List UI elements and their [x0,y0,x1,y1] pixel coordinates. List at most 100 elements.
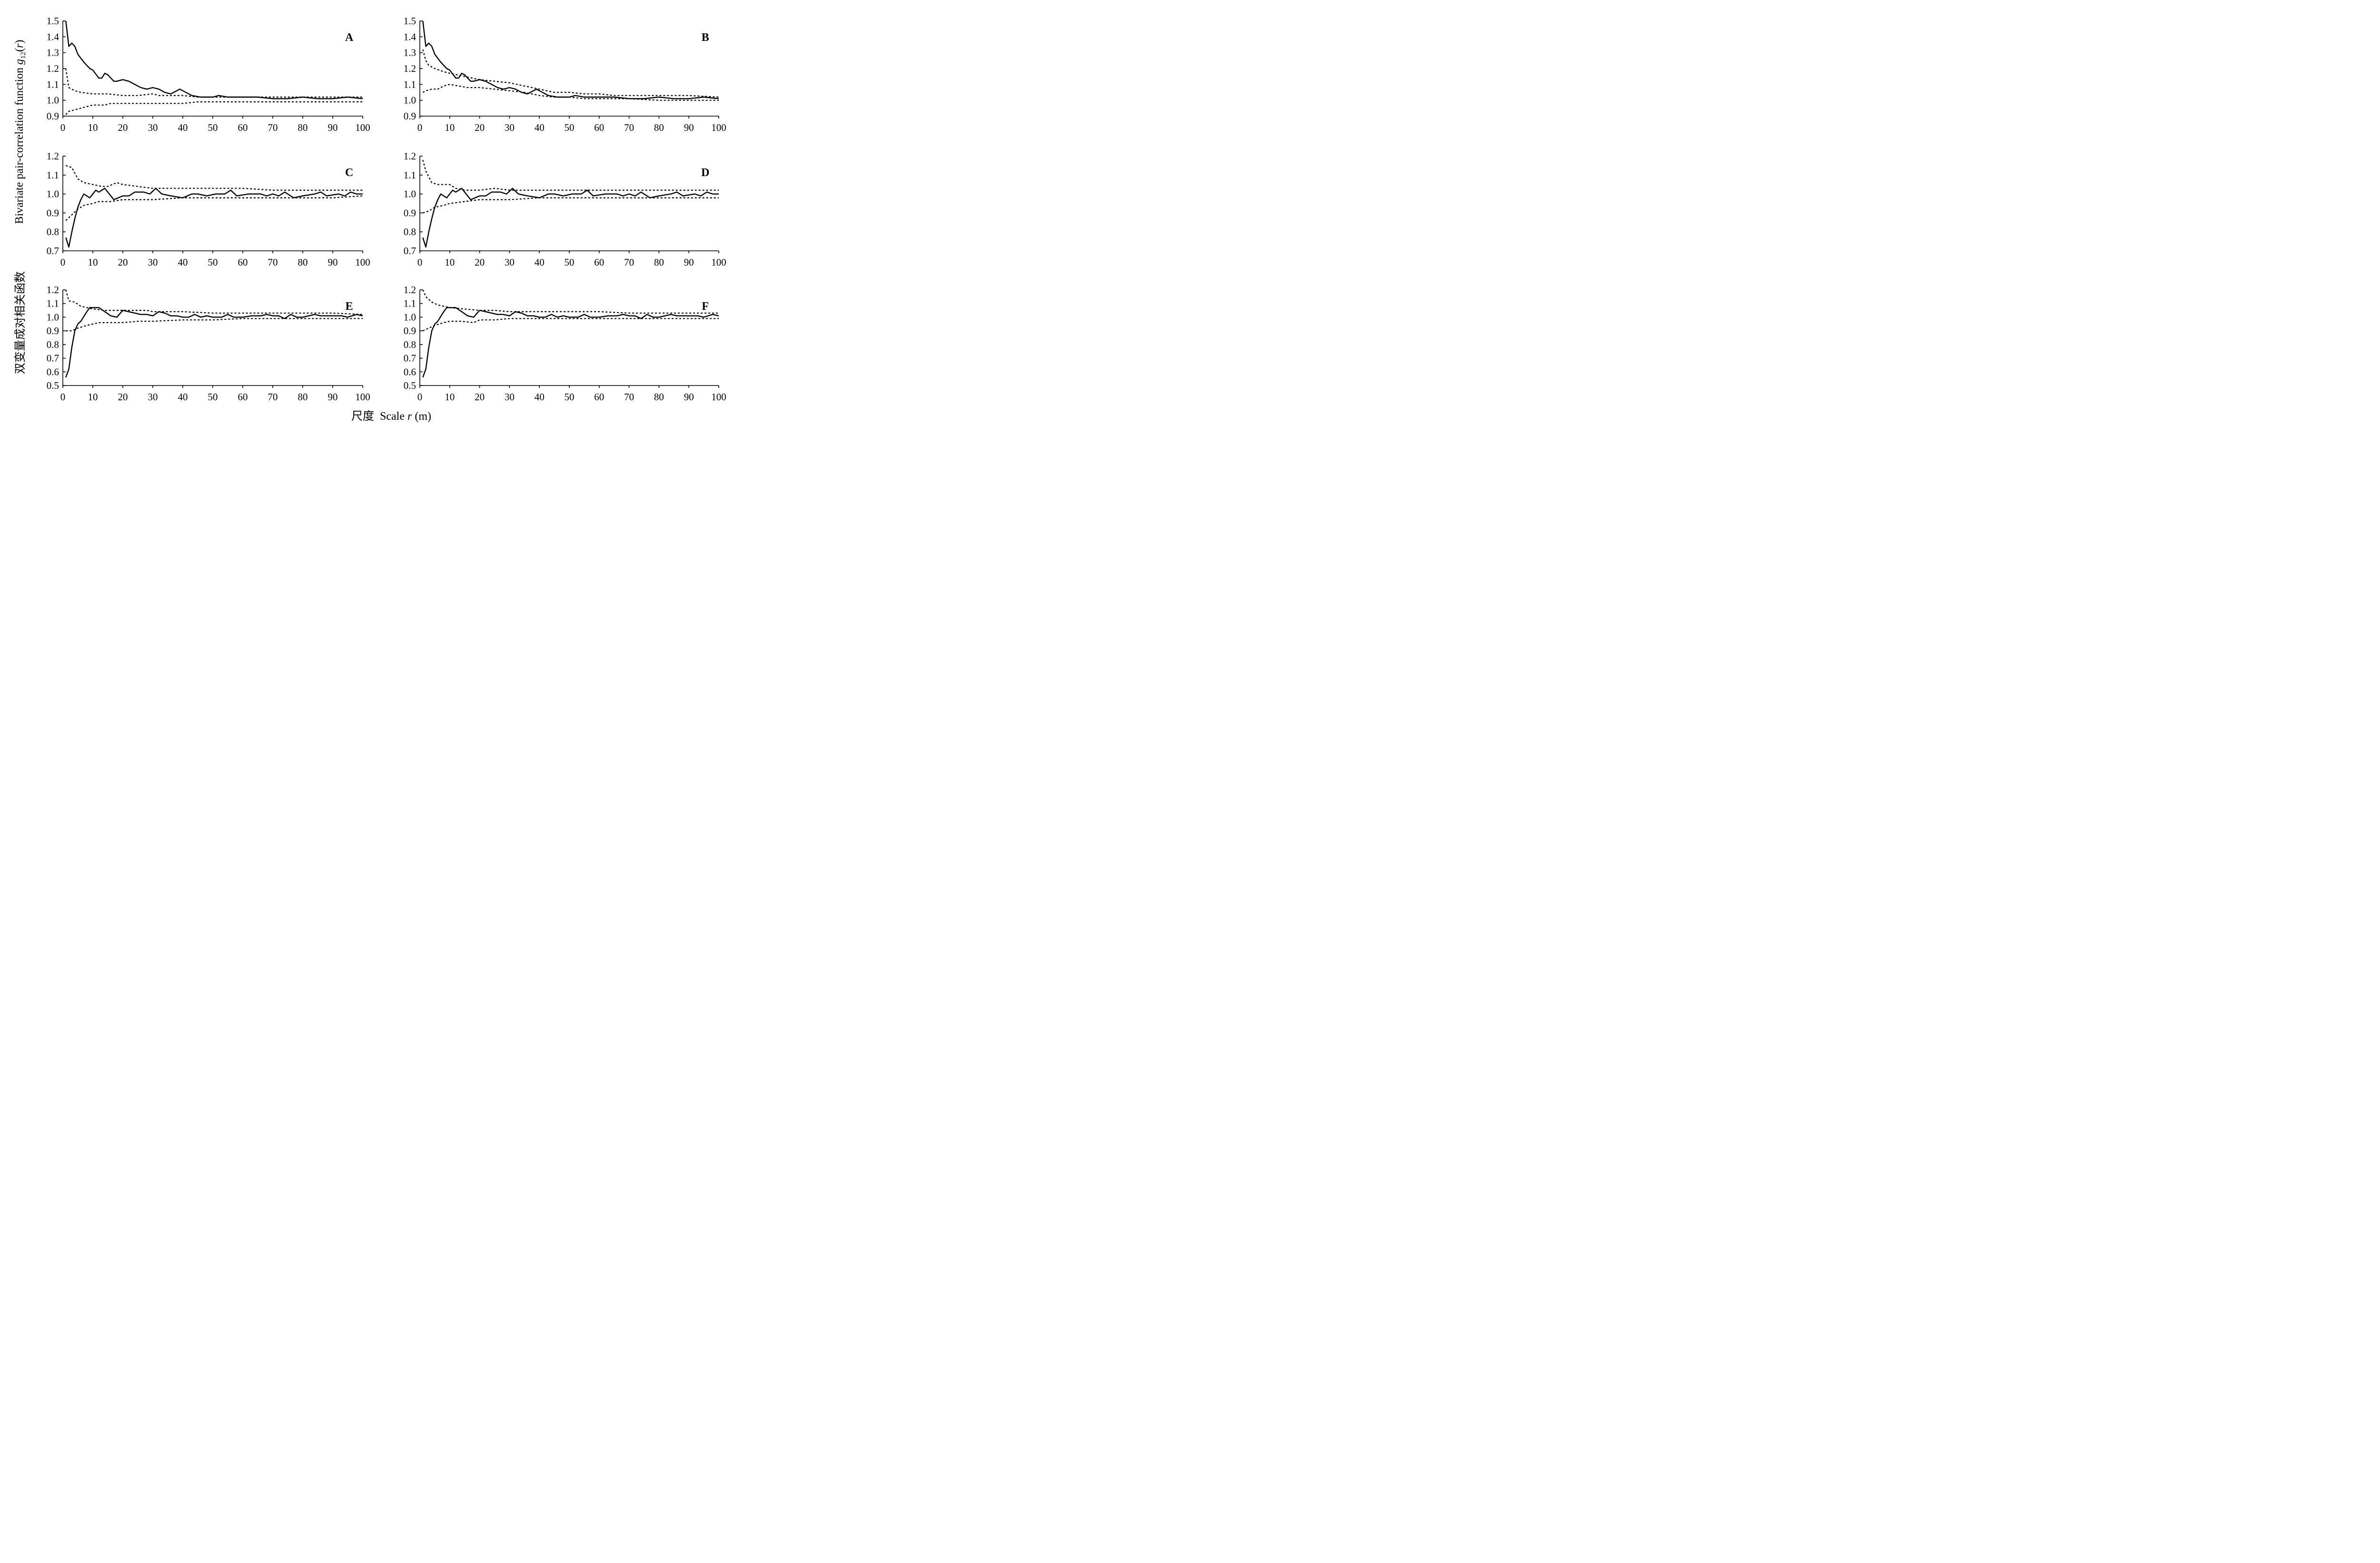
x-tick-label: 80 [298,257,308,268]
x-tick-label: 0 [417,391,423,403]
y-tick-label: 0.9 [47,110,59,122]
lower-envelope-line [65,101,363,115]
panel-f: 0.5 0.6 0.7 0.8 0.9 1.0 1.1 1.2 0 10 20 30 40 50 60 70 8… [404,284,726,403]
y-tick-label: 0.7 [47,353,59,364]
x-tick-label: 70 [268,257,278,268]
y-tick-label: 1.4 [47,31,60,42]
x-tick-label: 30 [148,122,158,133]
upper-envelope-line [65,68,363,98]
y-tick-label: 1.0 [404,95,416,106]
panel-d: 0.7 0.8 0.9 1.0 1.1 1.2 0 10 20 30 40 50 60 70 80 90 100… [404,150,726,268]
panel-label: B [702,31,709,44]
panel-label: D [701,167,709,179]
y-tick-label: 1.1 [404,169,416,181]
x-tick-label: 100 [355,391,370,403]
x-tick-label: 20 [475,257,485,268]
y-tick-label: 1.2 [47,63,59,74]
y-tick-label: 0.9 [47,207,59,218]
y-tick-label: 1.0 [404,188,416,200]
x-tick-label: 10 [88,391,98,403]
x-tick-label: 0 [60,391,66,403]
observed-line [422,307,719,378]
x-axis-label-r: r [407,410,412,423]
x-tick-label: 100 [711,122,726,133]
x-tick-label: 30 [505,391,515,403]
x-tick-label: 0 [60,257,66,268]
panel-c: 0.7 0.8 0.9 1.0 1.1 1.2 0 10 20 30 40 50 60 70 80 90 100… [47,150,370,268]
y-axis-label-paren-close: ) [13,40,26,43]
x-tick-label: 50 [208,257,218,268]
figure-canvas: 0.9 1.0 1.1 1.2 1.3 1.4 1.5 0 10 20 30 40 50 60 70 80 90… [13,15,726,423]
x-tick-label: 50 [565,391,575,403]
y-tick-label: 1.0 [47,95,59,106]
x-tick-label: 40 [535,122,545,133]
upper-envelope-line [422,49,719,98]
x-tick-label: 70 [268,391,278,403]
x-tick-label: 60 [238,257,248,268]
y-tick-label: 1.0 [47,311,59,323]
x-tick-label: 80 [298,391,308,403]
x-axis-label-unit: (m) [412,410,431,423]
panel-e: 0.5 0.6 0.7 0.8 0.9 1.0 1.1 1.2 0 10 20 30 40 50 60 70 8… [47,284,370,403]
x-tick-label: 10 [445,122,455,133]
x-tick-label: 80 [298,122,308,133]
y-tick-label: 0.7 [47,245,59,257]
observed-line [65,307,363,378]
x-tick-label: 20 [118,122,128,133]
y-axis-label-g: g [13,59,26,65]
upper-envelope-line [65,289,363,315]
x-tick-label: 30 [148,257,158,268]
y-tick-label: 1.2 [404,284,416,296]
y-tick-label: 1.2 [47,284,59,296]
x-tick-label: 20 [475,122,485,133]
x-axis-label-chinese: 尺度 [351,410,374,423]
x-tick-label: 90 [328,391,338,403]
x-tick-label: 40 [178,122,188,133]
y-tick-label: 0.6 [47,366,59,377]
x-tick-label: 60 [594,257,604,268]
chart-panels: 0.9 1.0 1.1 1.2 1.3 1.4 1.5 0 10 20 30 40 50 60 70 80 90… [47,15,726,403]
x-tick-label: 50 [208,391,218,403]
lower-envelope-line [422,318,719,332]
y-tick-label: 0.9 [404,325,416,336]
lower-envelope-line [65,195,363,221]
y-tick-label: 0.9 [404,207,416,218]
x-tick-label: 20 [118,391,128,403]
y-tick-label: 0.9 [47,325,59,336]
x-tick-label: 100 [355,122,370,133]
y-tick-label: 1.1 [404,79,416,90]
x-axis-label: 尺度 Scale r (m) [351,410,431,423]
y-tick-label: 1.2 [47,150,59,162]
y-tick-label: 0.7 [404,353,416,364]
y-tick-label: 0.8 [404,339,416,350]
x-tick-label: 10 [445,257,455,268]
x-tick-label: 60 [238,122,248,133]
x-tick-label: 20 [118,257,128,268]
x-tick-label: 90 [684,391,694,403]
x-tick-label: 100 [711,257,726,268]
x-tick-label: 70 [624,122,634,133]
x-tick-label: 100 [355,257,370,268]
upper-envelope-line [422,289,719,314]
observed-line [422,188,719,248]
x-tick-label: 40 [535,391,545,403]
x-tick-label: 80 [654,391,664,403]
y-tick-label: 1.3 [47,47,59,59]
x-tick-label: 60 [238,391,248,403]
lower-envelope-line [422,197,719,214]
x-tick-label: 90 [328,257,338,268]
x-tick-label: 30 [505,122,515,133]
y-axis-label-subscript: 12 [20,52,27,59]
panel-label: A [345,31,354,44]
y-tick-label: 0.6 [404,366,416,377]
panel-b: 0.9 1.0 1.1 1.2 1.3 1.4 1.5 0 10 20 30 40 50 60 70 80 90… [404,15,726,133]
x-tick-label: 10 [88,257,98,268]
panel-label: C [345,167,353,179]
y-tick-label: 1.4 [404,31,416,42]
lower-envelope-line [66,318,363,332]
y-axis-label-chinese: 双变量成对相关函数 [14,271,27,374]
x-tick-label: 80 [654,257,664,268]
y-tick-label: 1.3 [404,47,416,59]
y-tick-label: 1.1 [47,169,59,181]
x-tick-label: 40 [535,257,545,268]
